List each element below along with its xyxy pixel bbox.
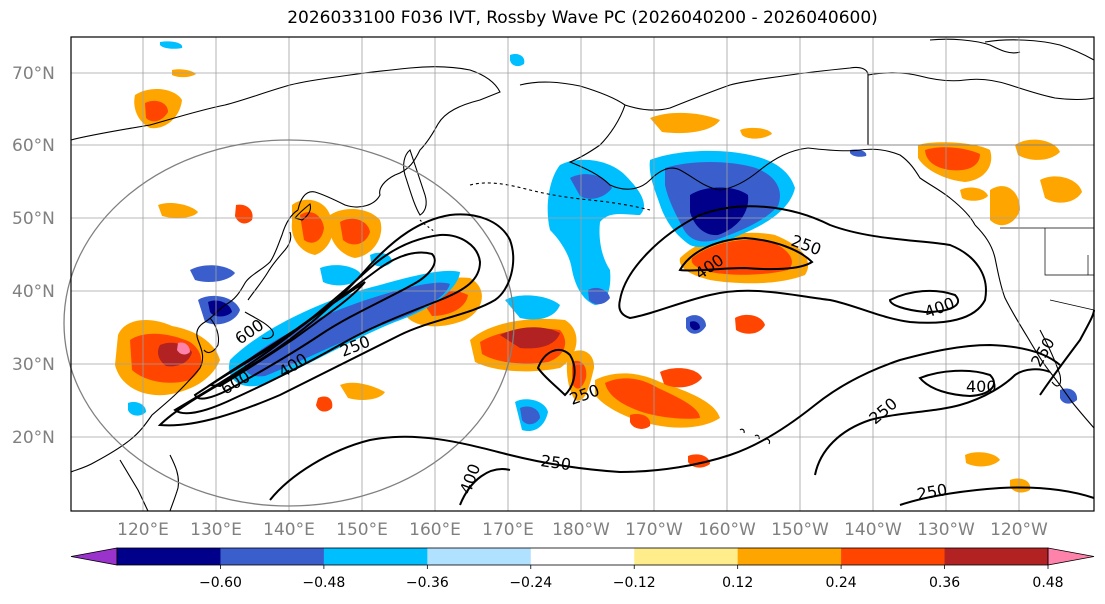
colorbar-segment (117, 548, 221, 565)
colorbar-tick-label: −0.12 (613, 575, 656, 591)
lat-label: 40°N (12, 282, 55, 302)
colorbar-segment (220, 548, 325, 565)
lon-label: 120°W (990, 520, 1048, 540)
lon-label: 160°W (698, 520, 756, 540)
colorbar-segment (737, 548, 842, 565)
map-panel: 600 600 400 250 250 400 250 400 250 250 … (63, 36, 1095, 512)
negative-anomaly-shading (128, 41, 1078, 432)
lon-label: 120°E (117, 520, 169, 540)
lon-label: 130°E (190, 520, 242, 540)
lon-label: 160°E (409, 520, 461, 540)
lat-label: 30°N (12, 355, 55, 375)
lon-label: 150°W (771, 520, 829, 540)
lat-label: 20°N (12, 428, 55, 448)
lon-label: 180°W (552, 520, 610, 540)
lon-label: 130°W (917, 520, 975, 540)
colorbar-tick-label: 0.24 (826, 575, 857, 591)
colorbar-tick-label: 0.48 (1032, 575, 1063, 591)
gridlines (71, 37, 1094, 511)
contour-label: 400 (966, 377, 997, 396)
colorbar-extend-low (70, 547, 118, 566)
positive-anomaly-shading (115, 69, 1082, 493)
colorbar: −0.60 −0.48 −0.36 −0.24 −0.12 0.12 0.24 0.36 0.4… (70, 547, 1095, 591)
map-frame (70, 36, 1095, 512)
colorbar-segment (841, 548, 946, 565)
colorbar-segment (323, 548, 428, 565)
ivt-contours (157, 205, 1095, 506)
latitude-labels: 70°N 60°N 50°N 40°N 30°N 20°N (12, 64, 55, 448)
lon-label: 170°W (625, 520, 683, 540)
contour-label: 250 (539, 451, 572, 474)
lon-label: 170°E (482, 520, 534, 540)
longitude-labels: 120°E 130°E 140°E 150°E 160°E 170°E 180°… (117, 520, 1048, 540)
colorbar-tick-label: −0.36 (406, 575, 449, 591)
colorbar-tick-label: −0.48 (302, 575, 345, 591)
colorbar-extend-high (1047, 547, 1095, 566)
colorbar-frame (116, 547, 1049, 566)
colorbar-segment (944, 548, 1049, 565)
colorbar-tick-label: −0.24 (509, 575, 552, 591)
colorbar-tick-label: 0.36 (929, 575, 960, 591)
lat-label: 70°N (12, 64, 55, 84)
lon-label: 150°E (336, 520, 388, 540)
lat-label: 50°N (12, 209, 55, 229)
map-title: 2026033100 F036 IVT, Rossby Wave PC (202… (287, 8, 878, 28)
colorbar-tick-label: −0.60 (199, 575, 242, 591)
lon-label: 140°W (844, 520, 902, 540)
lat-label: 60°N (12, 136, 55, 156)
reference-circle (63, 139, 515, 507)
colorbar-segment (634, 548, 739, 565)
colorbar-segment (427, 548, 532, 565)
lon-label: 140°E (263, 520, 315, 540)
coastlines (70, 38, 1095, 512)
colorbar-tick-label: 0.12 (722, 575, 753, 591)
colorbar-segment (530, 548, 635, 565)
